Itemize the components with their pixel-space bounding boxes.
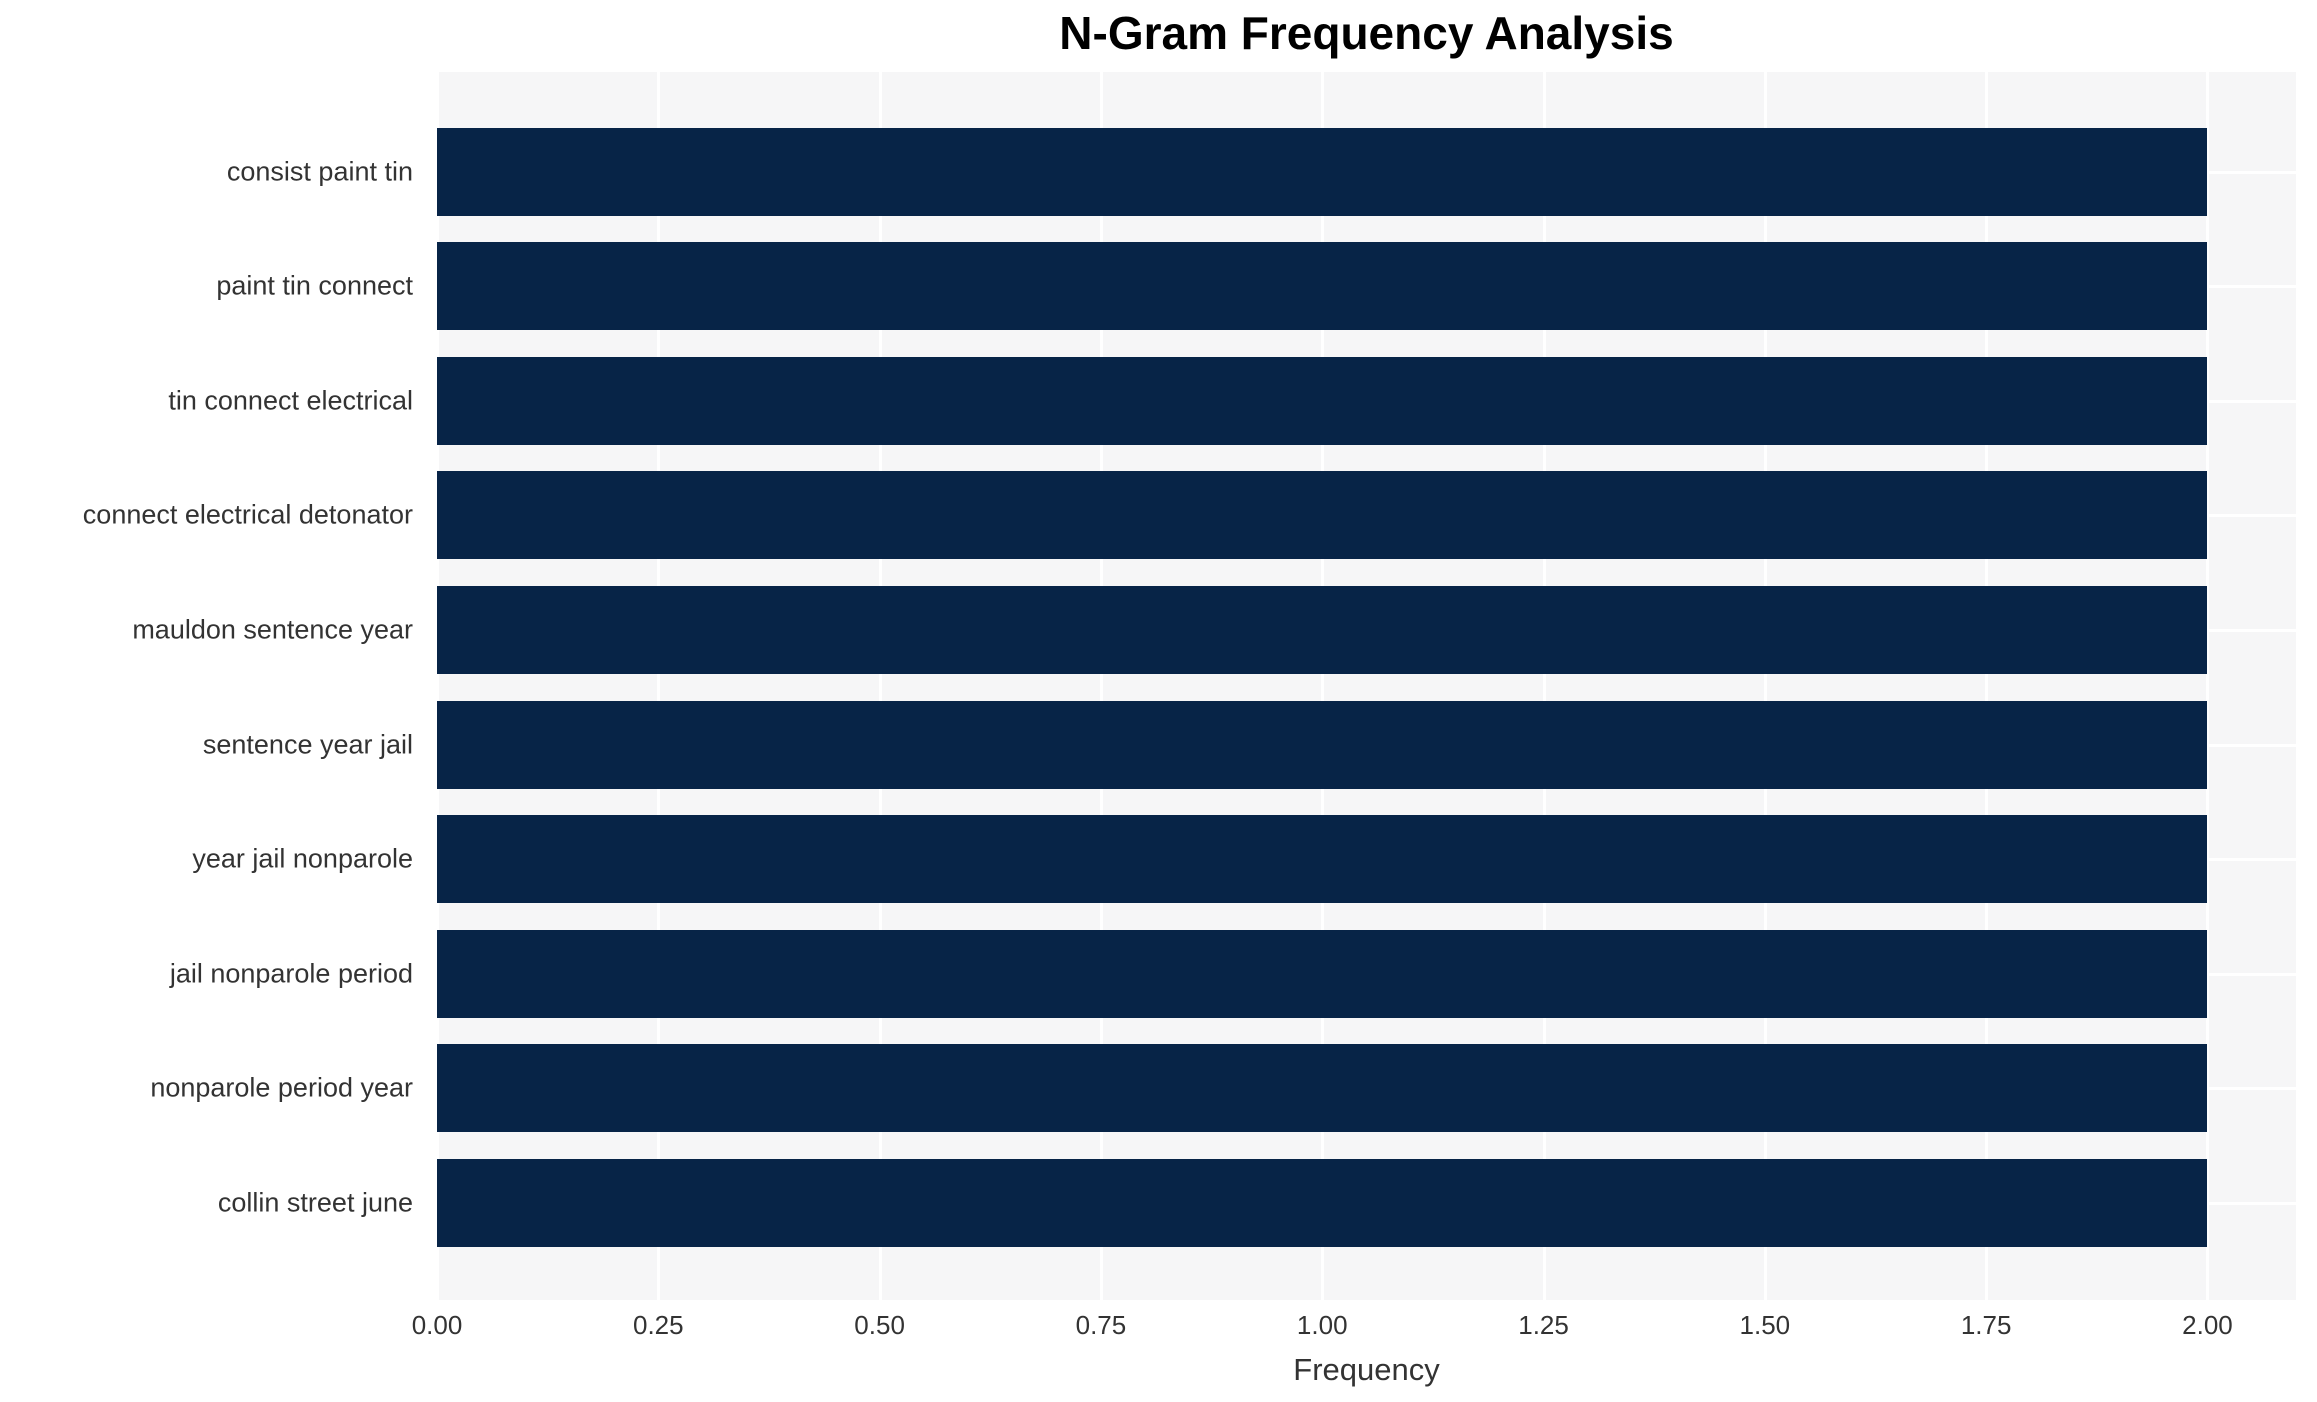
y-tick-label: collin street june [217, 1187, 413, 1218]
gridline-vertical [1321, 72, 1325, 1300]
gridline-vertical [437, 72, 439, 1300]
gridline-vertical [878, 72, 882, 1300]
bar-nonparole-period-year [437, 1044, 2208, 1133]
x-tick-label: 1.25 [1518, 1310, 1569, 1340]
gridline-vertical [1763, 72, 1767, 1300]
bar-paint-tin-connect [437, 242, 2208, 331]
bar-sentence-year-jail [437, 700, 2208, 789]
bar-collin-street-june [437, 1158, 2208, 1247]
x-tick-label: 1.50 [1739, 1310, 1791, 1340]
gridline-vertical [1985, 72, 1989, 1300]
bar-consist-paint-tin [437, 127, 2208, 216]
x-tick-label: 0.75 [1075, 1310, 1127, 1340]
gridline-vertical [657, 72, 661, 1300]
y-tick-label: tin connect electrical [168, 385, 413, 416]
y-tick-label: sentence year jail [202, 729, 413, 759]
x-tick-label: 0.25 [632, 1310, 684, 1340]
x-axis-ticks: 0.00 0.25 0.50 0.75 1.00 1.25 1.50 1.75 2.00 [412, 1310, 2296, 1344]
bar-year-jail-nonparole [437, 815, 2208, 904]
bar-connect-electrical-detonator [437, 471, 2208, 560]
plot-area [437, 72, 2296, 1300]
bar-jail-nonparole-period [437, 929, 2208, 1018]
y-axis-labels: consist paint tin paint tin connect tin co… [0, 72, 425, 1300]
y-tick-label: mauldon sentence year [132, 614, 413, 645]
y-tick-label: paint tin connect [216, 270, 413, 301]
bar-mauldon-sentence-year [437, 585, 2208, 674]
bar-tin-connect-electrical [437, 356, 2208, 445]
y-tick-label: jail nonparole period [169, 958, 413, 989]
x-tick-label: 1.00 [1296, 1310, 1348, 1340]
gridline-vertical [1542, 72, 1546, 1300]
x-tick-label: 2.00 [2182, 1310, 2233, 1340]
x-tick-label: 0.00 [411, 1310, 463, 1340]
x-tick-label: 1.75 [1960, 1310, 2012, 1340]
x-axis-label: Frequency [1293, 1352, 1440, 1387]
gridline-vertical [1099, 72, 1103, 1300]
chart-title: N-Gram Frequency Analysis [1059, 7, 1674, 59]
y-tick-label: connect electrical detonator [82, 499, 413, 530]
y-tick-label: nonparole period year [150, 1072, 413, 1103]
gridline-vertical [2206, 72, 2210, 1300]
y-tick-label: year jail nonparole [192, 843, 413, 874]
y-tick-label: consist paint tin [226, 156, 413, 186]
x-tick-label: 0.50 [854, 1310, 905, 1340]
